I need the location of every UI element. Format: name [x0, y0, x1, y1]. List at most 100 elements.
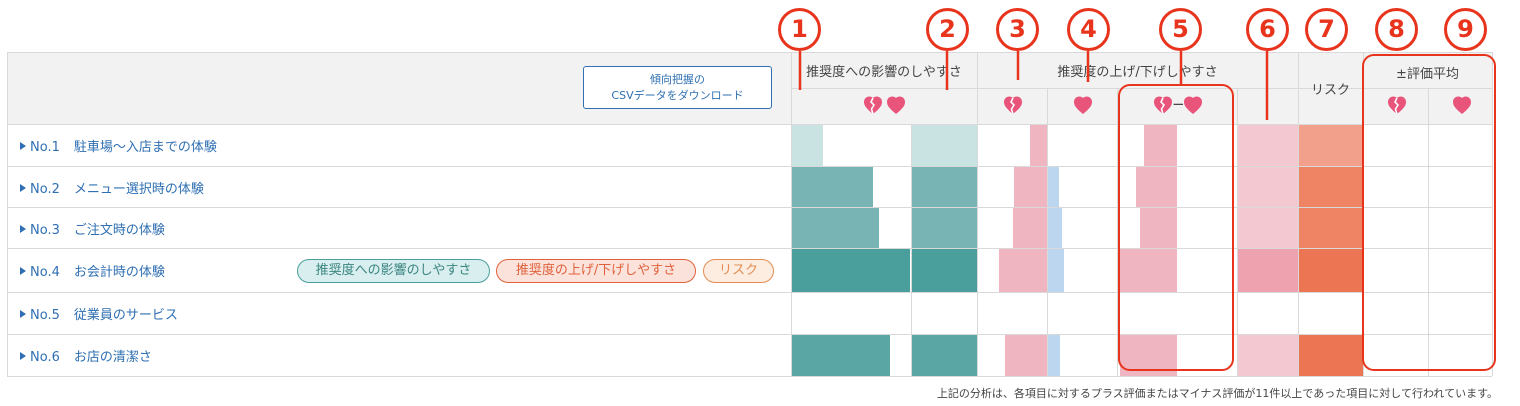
- annotation-6: 6: [1246, 8, 1289, 51]
- impact-score-cell: [911, 207, 977, 248]
- legend-pill-updown[interactable]: 推奨度の上げ/下げしやすさ: [496, 259, 696, 283]
- risk-cell: [1298, 124, 1363, 166]
- risk-cell: [1298, 248, 1363, 292]
- risk-cell: [1298, 166, 1363, 207]
- caret-right-icon: [20, 267, 26, 275]
- row-name: お店の清潔さ: [73, 350, 152, 365]
- row-link-1[interactable]: No.1 駐車場〜入店までの体験: [20, 136, 217, 155]
- impact-score-cell: [911, 248, 977, 292]
- updown-cell: [1237, 248, 1298, 292]
- risk-cell: [1298, 207, 1363, 248]
- diff-bar: [1140, 207, 1177, 248]
- negative-bar: [1030, 124, 1047, 166]
- legend-pill-risk[interactable]: リスク: [703, 259, 774, 283]
- footnote: 上記の分析は、各項目に対するプラス評価またはマイナス評価が11件以上であった項目…: [936, 387, 1498, 400]
- row-number: No.6: [30, 350, 60, 365]
- updown-cell: [1237, 166, 1298, 207]
- annotation-4: 4: [1067, 8, 1110, 51]
- grid-hline: [7, 292, 1492, 293]
- broken-heart-heart-icon: [863, 95, 907, 117]
- csv-download-button[interactable]: 傾向把握の CSVデータをダウンロード: [583, 66, 772, 109]
- grid-hline-sub: [791, 88, 1492, 89]
- annotation-1: 1: [778, 8, 821, 51]
- row-name: メニュー選択時の体験: [73, 182, 204, 197]
- updown-cell: [1237, 124, 1298, 166]
- impact-bar: [791, 248, 910, 292]
- annotation-8: 8: [1375, 8, 1418, 51]
- positive-bar: [1048, 334, 1060, 376]
- row-link-2[interactable]: No.2 メニュー選択時の体験: [20, 178, 204, 197]
- row-number: No.1: [30, 140, 60, 155]
- row-link-5[interactable]: No.5 従業員のサービス: [20, 304, 178, 323]
- updown-cell: [1237, 207, 1298, 248]
- impact-score-cell: [911, 124, 977, 166]
- caret-right-icon: [20, 310, 26, 318]
- updown-cell: [1237, 334, 1298, 376]
- caret-right-icon: [20, 142, 26, 150]
- grid-vline: [7, 52, 8, 376]
- grid-vline: [1428, 88, 1429, 376]
- heart-icon: [1072, 95, 1094, 117]
- row-name: お会計時の体験: [73, 265, 165, 280]
- minus-sign: −: [1172, 95, 1185, 113]
- impact-bar: [791, 207, 879, 248]
- grid-hline: [7, 166, 1492, 167]
- grid-hline: [7, 248, 1492, 249]
- impact-score-cell: [911, 166, 977, 207]
- negative-bar: [1013, 207, 1047, 248]
- diff-bar: [1144, 124, 1177, 166]
- grid-vline: [911, 124, 912, 376]
- broken-heart-icon: [1002, 95, 1024, 117]
- negative-bar: [1014, 166, 1047, 207]
- annotation-5: 5: [1159, 8, 1202, 51]
- impact-bar: [791, 166, 873, 207]
- row-name: 従業員のサービス: [73, 308, 178, 323]
- annotation-3: 3: [996, 8, 1039, 51]
- diff-bar: [1136, 166, 1177, 207]
- annotation-9: 9: [1444, 8, 1487, 51]
- csv-button-line1: 傾向把握の: [650, 73, 705, 86]
- row-number: No.3: [30, 223, 60, 238]
- row-number: No.2: [30, 182, 60, 197]
- caret-right-icon: [20, 184, 26, 192]
- caret-right-icon: [20, 225, 26, 233]
- highlight-box-column5: [1118, 84, 1234, 371]
- grid-vline: [1117, 88, 1118, 376]
- row-name: 駐車場〜入店までの体験: [73, 140, 217, 155]
- header-risk-label: リスク: [1310, 83, 1350, 98]
- row-name: ご注文時の体験: [73, 223, 165, 238]
- grid-vline: [1237, 88, 1238, 376]
- impact-bar: [791, 124, 823, 166]
- grid-hline: [7, 124, 1492, 125]
- highlight-box-average: [1362, 54, 1496, 371]
- risk-cell: [1298, 334, 1363, 376]
- grid-vline: [1298, 52, 1299, 376]
- impact-score-cell: [911, 334, 977, 376]
- annotation-2: 2: [926, 8, 969, 51]
- row-link-3[interactable]: No.3 ご注文時の体験: [20, 219, 165, 238]
- broken-heart-minus-heart-icon: −: [1152, 95, 1204, 117]
- header-group2-label: 推奨度の上げ/下げしやすさ: [1057, 65, 1218, 80]
- header-group1-label: 推奨度への影響のしやすさ: [806, 65, 962, 80]
- positive-bar: [1048, 207, 1062, 248]
- header-avg-label: ±評価平均: [1396, 67, 1459, 82]
- csv-button-line2: CSVデータをダウンロード: [611, 89, 744, 102]
- row-number: No.4: [30, 265, 60, 280]
- annotation-7: 7: [1305, 8, 1348, 51]
- annotation-pointers: [798, 51, 1269, 120]
- row-number: No.5: [30, 308, 60, 323]
- grid-vline: [977, 52, 978, 376]
- grid-vline: [1047, 88, 1048, 376]
- impact-bar: [791, 334, 890, 376]
- legend-pill-influence[interactable]: 推奨度への影響のしやすさ: [297, 259, 490, 283]
- positive-bar: [1048, 166, 1059, 207]
- diff-bar: [1117, 248, 1177, 292]
- grid-hline: [7, 334, 1492, 335]
- grid-hline: [7, 207, 1492, 208]
- negative-bar: [1005, 334, 1047, 376]
- row-link-4[interactable]: No.4 お会計時の体験: [20, 261, 165, 280]
- grid-hline: [7, 52, 1492, 53]
- grid-vline: [1492, 52, 1493, 376]
- avg-heart-icon: [1451, 95, 1473, 117]
- row-link-6[interactable]: No.6 お店の清潔さ: [20, 346, 152, 365]
